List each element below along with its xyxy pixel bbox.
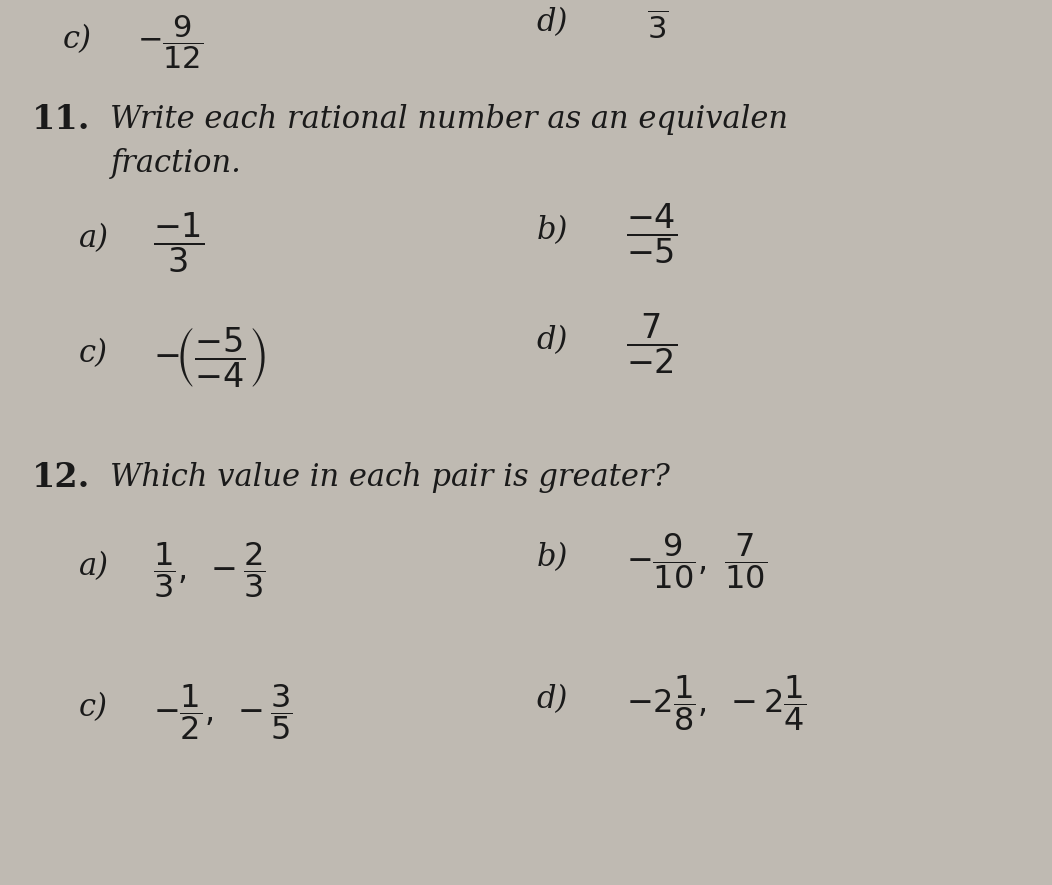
Text: Write each rational number as an equivalen: Write each rational number as an equival… (110, 104, 788, 135)
Text: $\dfrac{7}{-2}$: $\dfrac{7}{-2}$ (626, 312, 677, 376)
Text: d): d) (537, 683, 568, 715)
Text: $-2\dfrac{1}{8},\ -2\dfrac{1}{4}$: $-2\dfrac{1}{8},\ -2\dfrac{1}{4}$ (626, 673, 806, 733)
Text: b): b) (537, 542, 568, 573)
Text: c): c) (79, 338, 108, 370)
Text: $-\!\left(\dfrac{-5}{-4}\right)$: $-\!\left(\dfrac{-5}{-4}\right)$ (153, 326, 265, 389)
Text: $\overline{3}$: $\overline{3}$ (647, 12, 668, 45)
Text: Which value in each pair is greater?: Which value in each pair is greater? (110, 462, 670, 494)
Text: $\dfrac{-4}{-5}$: $\dfrac{-4}{-5}$ (626, 202, 677, 266)
Text: d): d) (537, 6, 568, 38)
Text: fraction.: fraction. (110, 148, 241, 180)
Text: c): c) (79, 692, 108, 724)
Text: $-\dfrac{9}{12}$: $-\dfrac{9}{12}$ (137, 13, 203, 72)
Text: b): b) (537, 214, 568, 246)
Text: $-\dfrac{9}{10},\ \dfrac{7}{10}$: $-\dfrac{9}{10},\ \dfrac{7}{10}$ (626, 531, 767, 591)
Text: c): c) (63, 24, 93, 56)
Text: 11.: 11. (32, 103, 90, 136)
Text: 12.: 12. (32, 461, 89, 495)
Text: $\dfrac{1}{3},\ -\dfrac{2}{3}$: $\dfrac{1}{3},\ -\dfrac{2}{3}$ (153, 540, 265, 600)
Text: a): a) (79, 223, 109, 255)
Text: d): d) (537, 325, 568, 357)
Text: a): a) (79, 550, 109, 582)
Text: $\dfrac{-1}{3}$: $\dfrac{-1}{3}$ (153, 211, 204, 274)
Text: $-\dfrac{1}{2},\ -\dfrac{3}{5}$: $-\dfrac{1}{2},\ -\dfrac{3}{5}$ (153, 681, 292, 742)
